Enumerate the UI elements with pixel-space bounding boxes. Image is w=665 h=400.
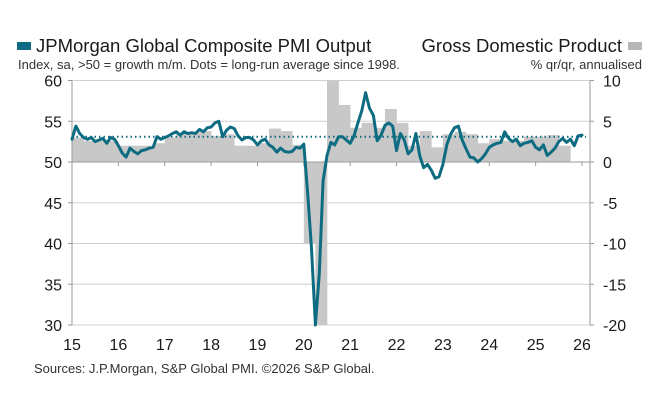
gdp-bar bbox=[489, 139, 502, 162]
right-tick-label: 0 bbox=[603, 155, 612, 172]
x-tick-label: 18 bbox=[202, 337, 220, 354]
right-tick-label: 10 bbox=[603, 74, 621, 91]
gdp-swatch-icon bbox=[628, 42, 642, 50]
right-tick-label: 5 bbox=[603, 114, 612, 131]
left-tick-label: 60 bbox=[44, 74, 62, 91]
gdp-bar bbox=[350, 127, 363, 162]
gdp-bar bbox=[524, 136, 536, 162]
gdp-bar bbox=[500, 140, 513, 162]
left-tick-label: 55 bbox=[44, 114, 62, 131]
legend-item-pmi: JPMorgan Global Composite PMI Output bbox=[17, 35, 371, 57]
gdp-bar bbox=[83, 140, 96, 162]
right-tick-label: -5 bbox=[603, 196, 617, 213]
left-tick-label: 45 bbox=[44, 196, 62, 213]
legend-pmi-label: JPMorgan Global Composite PMI Output bbox=[36, 35, 372, 56]
left-tick-label: 50 bbox=[44, 155, 62, 172]
left-tick-label: 30 bbox=[44, 318, 62, 335]
left-axis-labels: 60 55 50 45 40 35 30 bbox=[44, 74, 62, 336]
pmi-series-line bbox=[70, 91, 584, 327]
x-tick-label: 20 bbox=[295, 337, 313, 354]
gdp-bar bbox=[257, 143, 270, 162]
gdp-bar bbox=[269, 128, 281, 162]
gdp-bar bbox=[408, 145, 421, 162]
gdp-bar bbox=[431, 147, 444, 162]
gdp-bar bbox=[199, 131, 212, 162]
x-tick-label: 21 bbox=[341, 337, 359, 354]
gdp-bar bbox=[280, 131, 293, 162]
x-tick-label: 15 bbox=[63, 337, 81, 354]
legend-item-gdp: Gross Domestic Product bbox=[422, 35, 642, 57]
gdp-bar bbox=[245, 145, 258, 162]
gdp-bar bbox=[396, 122, 409, 162]
left-tick-label: 40 bbox=[44, 237, 62, 254]
x-tick-label: 19 bbox=[249, 337, 267, 354]
gdp-bar bbox=[187, 132, 200, 162]
x-axis-labels: 15 16 17 18 19 20 21 22 23 24 25 26 bbox=[63, 337, 591, 354]
gdp-bar bbox=[512, 140, 525, 162]
gdp-bar bbox=[454, 131, 467, 162]
pmi-swatch-icon bbox=[17, 42, 31, 50]
x-tick-label: 24 bbox=[480, 337, 498, 354]
source-note: Sources: J.P.Morgan, S&P Global PMI. ©20… bbox=[34, 361, 375, 376]
x-tick-label: 22 bbox=[388, 337, 406, 354]
gdp-bar bbox=[419, 131, 432, 162]
gdp-bar bbox=[164, 137, 177, 162]
right-axis-labels: 10 5 0 -5 -10 -15 -20 bbox=[603, 74, 626, 336]
gdp-bar bbox=[141, 145, 154, 162]
gdp-bar bbox=[442, 134, 455, 162]
gdp-bar bbox=[338, 104, 351, 162]
left-tick-label: 35 bbox=[44, 277, 62, 294]
x-tick-label: 23 bbox=[434, 337, 452, 354]
gdp-bar bbox=[361, 122, 374, 162]
gdp-bar bbox=[477, 143, 490, 162]
gdp-bar bbox=[106, 140, 119, 162]
axes bbox=[68, 80, 594, 326]
legend: JPMorgan Global Composite PMI Output Gro… bbox=[17, 35, 642, 57]
gdp-bar bbox=[292, 144, 305, 162]
x-tick-label: 16 bbox=[109, 337, 127, 354]
right-tick-label: -20 bbox=[603, 318, 626, 335]
gdp-bar bbox=[234, 145, 247, 162]
gdp-bar bbox=[176, 133, 189, 162]
right-tick-label: -10 bbox=[603, 237, 626, 254]
right-tick-label: -15 bbox=[603, 277, 626, 294]
subtitle-left: Index, sa, >50 = growth m/m. Dots = long… bbox=[18, 57, 400, 72]
gdp-bar bbox=[373, 127, 386, 162]
x-tick-label: 17 bbox=[156, 337, 174, 354]
gdp-bar bbox=[153, 143, 166, 162]
pmi-line bbox=[70, 91, 584, 327]
subtitle-right: % qr/qr, annualised bbox=[530, 57, 642, 72]
x-tick-label: 26 bbox=[573, 337, 591, 354]
gdp-bar bbox=[222, 134, 235, 162]
legend-gdp-label: Gross Domestic Product bbox=[421, 35, 622, 56]
gdp-bar bbox=[466, 134, 478, 162]
gdp-bar bbox=[384, 109, 397, 162]
x-tick-label: 25 bbox=[527, 337, 545, 354]
gdp-bar bbox=[211, 135, 223, 162]
gdp-bar bbox=[72, 137, 84, 162]
gdp-bar bbox=[327, 80, 339, 162]
gdp-bar bbox=[95, 140, 108, 162]
gdp-bar bbox=[558, 145, 571, 162]
